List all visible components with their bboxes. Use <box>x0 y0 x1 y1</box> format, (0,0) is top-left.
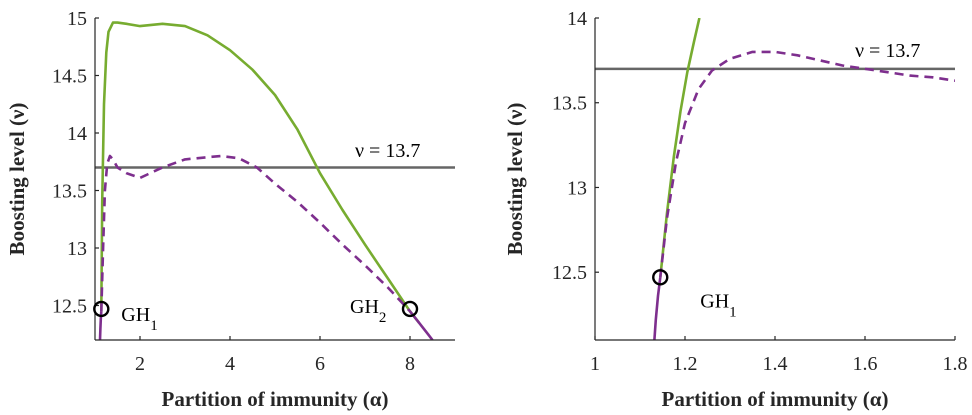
hopf-point-marker <box>401 300 419 318</box>
hopf-point-marker <box>652 269 669 286</box>
x-tick-label: 1.6 <box>853 353 878 375</box>
x-axis-label: Partition of immunity (α) <box>162 387 389 411</box>
hopf-point-label: GH1 <box>700 290 736 320</box>
plot-area <box>595 18 955 340</box>
y-tick-label: 13 <box>67 238 87 260</box>
hopf-point-label-main: GH <box>121 304 150 326</box>
y-tick-label: 14 <box>567 8 587 30</box>
y-axis-label: Boosting level (ν) <box>503 103 527 256</box>
hopf-point-label: GH1 <box>121 304 157 334</box>
hopf-point-label-main: GH <box>700 290 729 312</box>
y-tick-label: 13.5 <box>52 181 87 203</box>
y-tick-label: 13 <box>567 177 587 199</box>
x-axis-label: Partition of immunity (α) <box>662 387 889 411</box>
hopf-point-label-sub: 1 <box>150 318 158 334</box>
hopf-point-marker <box>93 300 110 318</box>
y-axis-label: Boosting level (ν) <box>5 103 29 256</box>
x-tick-label: 2 <box>135 353 145 375</box>
x-tick-label: 1.8 <box>943 353 968 375</box>
plot-area <box>95 21 455 340</box>
series-line-1 <box>100 21 421 324</box>
reference-line-label: ν = 13.7 <box>355 140 420 162</box>
x-tick-label: 1.2 <box>673 353 698 375</box>
x-tick-label: 8 <box>405 353 415 375</box>
x-tick-label: 1 <box>590 353 600 375</box>
x-tick-label: 1.4 <box>763 353 788 375</box>
series-line-3 <box>653 277 662 340</box>
series-line-1 <box>659 18 701 278</box>
hopf-point-label-sub: 2 <box>379 310 387 326</box>
x-tick-label: 6 <box>315 353 325 375</box>
series-line-4 <box>408 310 434 340</box>
hopf-point-label-sub: 1 <box>729 304 737 320</box>
y-tick-label: 15 <box>67 8 87 30</box>
series-line-2 <box>659 50 955 278</box>
y-tick-label: 14 <box>67 123 87 145</box>
y-tick-label: 12.5 <box>552 262 587 284</box>
hopf-point-label-main: GH <box>350 296 379 318</box>
chart-panel-2: 1 1.2 1.4 1.6 1.8 12.5 13 13.5 14 Partition of im… <box>503 8 968 411</box>
series-line-2 <box>100 154 411 313</box>
y-tick-label: 12.5 <box>52 296 87 318</box>
hopf-point-label: GH2 <box>350 296 386 326</box>
x-tick-label: 4 <box>225 353 235 375</box>
y-tick-label: 13.5 <box>552 93 587 115</box>
reference-line-label: ν = 13.7 <box>855 40 920 62</box>
y-tick-label: 14.5 <box>52 66 87 88</box>
chart-panel-1: 2 4 6 8 12.5 13 13.5 14 14.5 15 Partition of immun… <box>5 8 455 411</box>
